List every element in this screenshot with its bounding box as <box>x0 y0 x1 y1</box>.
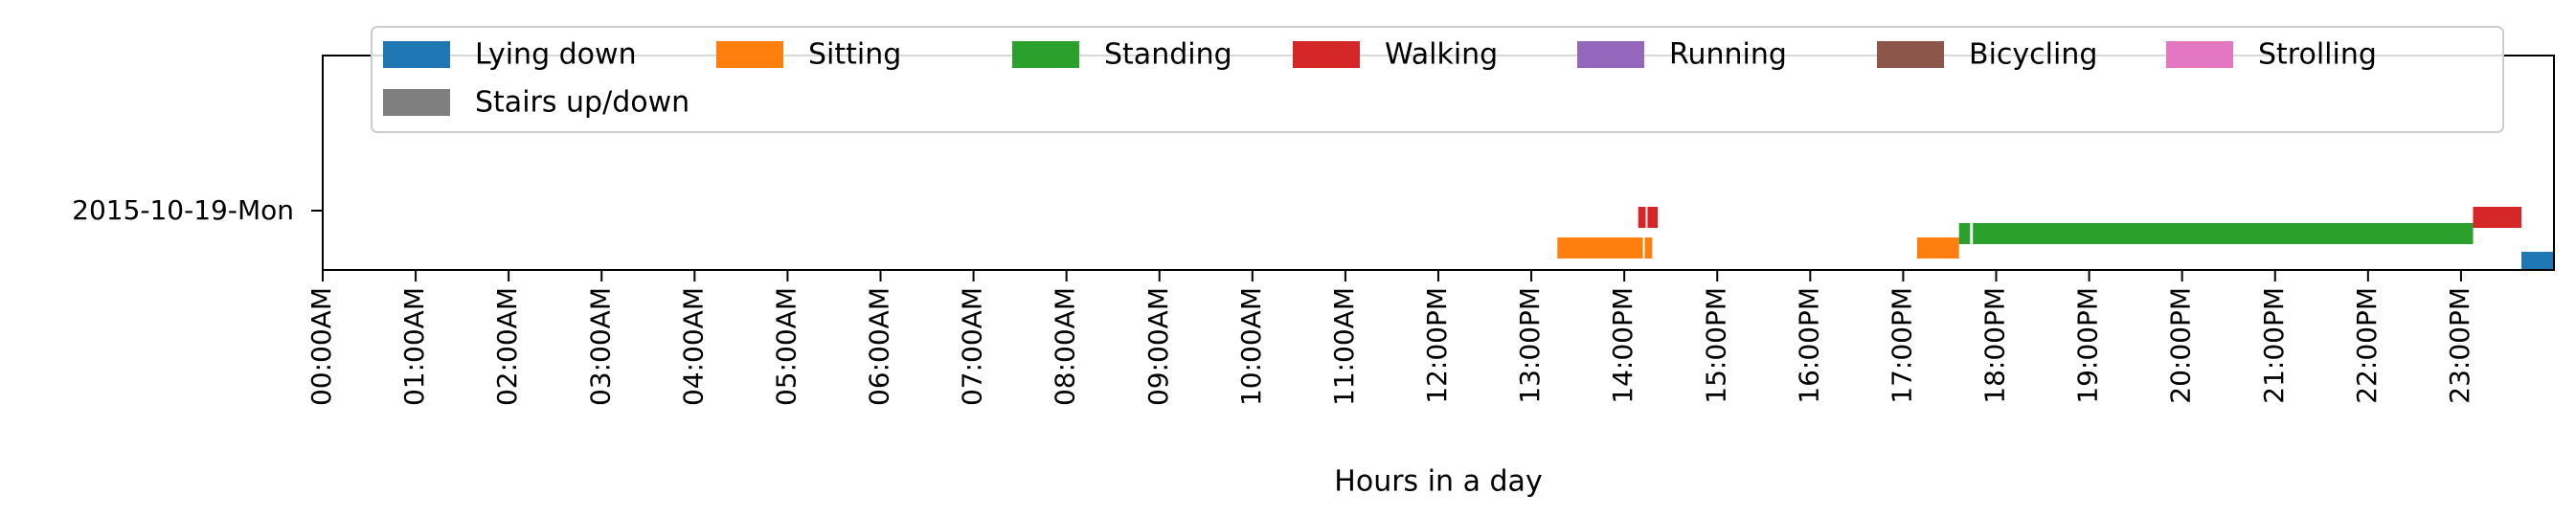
x-axis-ticks: 00:00AM 01:00AM 02:00AM 03:00AM 04:00AM 05:00… <box>305 270 2475 406</box>
legend-swatch-bicycling <box>1877 41 1944 68</box>
legend-label-walking: Walking <box>1385 38 1498 72</box>
x-tick-label: 03:00AM <box>584 287 616 406</box>
legend-label-standing: Standing <box>1104 38 1232 72</box>
x-tick-label: 23:00PM <box>2444 287 2475 404</box>
legend-item-sitting: Sitting <box>716 38 901 72</box>
legend-item-standing: Standing <box>1012 38 1232 72</box>
bar-standing <box>1973 223 2474 244</box>
x-tick-label: 11:00AM <box>1328 287 1360 406</box>
x-tick-label: 18:00PM <box>1979 287 2011 404</box>
bar-standing <box>1958 223 1971 244</box>
x-tick-label: 10:00AM <box>1235 287 1267 406</box>
legend-swatch-running <box>1577 41 1644 68</box>
legend-item-running: Running <box>1577 38 1787 72</box>
legend-label-running: Running <box>1669 38 1787 72</box>
legend-item-walking: Walking <box>1293 38 1498 72</box>
x-tick-label: 04:00AM <box>677 287 709 406</box>
x-tick-label: 20:00PM <box>2165 287 2197 404</box>
legend-label-sitting: Sitting <box>808 38 901 72</box>
x-tick-label: 02:00AM <box>491 287 523 406</box>
x-tick-label: 12:00PM <box>1421 287 1453 404</box>
x-tick-label: 00:00AM <box>305 287 337 406</box>
x-tick-label: 07:00AM <box>957 287 988 406</box>
bar-walking <box>1638 207 1646 228</box>
legend-swatch-lying-down <box>383 41 450 68</box>
x-tick-label: 16:00PM <box>1793 287 1824 404</box>
legend-item-bicycling: Bicycling <box>1877 38 2097 72</box>
bar-lying-down <box>2521 252 2554 270</box>
activity-bars <box>1557 207 2554 270</box>
x-tick-label: 21:00PM <box>2258 287 2290 404</box>
bar-walking <box>2473 207 2521 228</box>
legend: Lying down Sitting Standing Walking Running B… <box>371 26 2504 133</box>
x-tick-label: 09:00AM <box>1142 287 1174 406</box>
legend-swatch-strolling <box>2166 41 2233 68</box>
legend-swatch-sitting <box>716 41 783 68</box>
legend-swatch-standing <box>1012 41 1079 68</box>
legend-item-strolling: Strolling <box>2166 38 2377 72</box>
y-axis-label-row: 2015-10-19-Mon <box>72 194 294 226</box>
legend-frame <box>371 26 2504 133</box>
x-tick-label: 01:00AM <box>398 287 430 406</box>
bar-sitting <box>1557 237 1643 258</box>
x-tick-label: 06:00AM <box>864 287 895 406</box>
legend-label-bicycling: Bicycling <box>1969 38 2097 72</box>
legend-swatch-stairs-up-down <box>383 89 450 116</box>
legend-label-strolling: Strolling <box>2258 38 2377 72</box>
x-tick-label: 22:00PM <box>2351 287 2383 404</box>
legend-swatch-walking <box>1293 41 1360 68</box>
bar-walking <box>1647 207 1659 228</box>
legend-item-stairs-up-down: Stairs up/down <box>383 86 689 120</box>
x-axis-title: Hours in a day <box>1334 465 1542 499</box>
legend-item-lying-down: Lying down <box>383 38 637 72</box>
legend-label-lying-down: Lying down <box>475 38 637 72</box>
x-tick-label: 15:00PM <box>1700 287 1731 404</box>
x-tick-label: 19:00PM <box>2072 287 2104 404</box>
x-tick-label: 08:00AM <box>1050 287 1081 406</box>
x-tick-label: 14:00PM <box>1607 287 1638 404</box>
bar-sitting <box>1917 237 1959 258</box>
bar-sitting <box>1644 237 1653 258</box>
x-tick-label: 17:00PM <box>1886 287 1917 404</box>
legend-label-stairs-up-down: Stairs up/down <box>475 86 689 120</box>
x-tick-label: 13:00PM <box>1514 287 1546 404</box>
x-tick-label: 05:00AM <box>770 287 802 406</box>
